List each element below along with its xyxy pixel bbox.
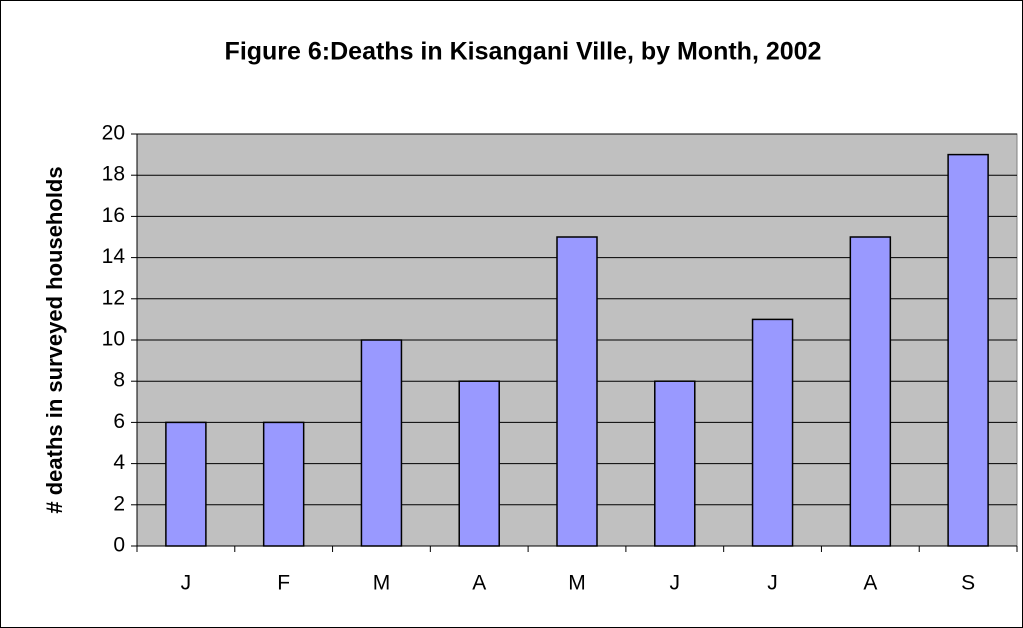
y-tick-label: 20 xyxy=(102,122,125,145)
x-tick-label: J xyxy=(767,572,778,595)
y-tick-label: 18 xyxy=(102,163,125,186)
y-tick-label: 14 xyxy=(102,245,126,268)
y-tick-label: 4 xyxy=(113,451,125,474)
x-tick-label: A xyxy=(863,572,877,595)
y-tick-label: 12 xyxy=(102,286,125,309)
y-tick-label: 8 xyxy=(113,369,125,392)
y-tick-label: 16 xyxy=(102,204,125,227)
x-tick-label: S xyxy=(961,572,975,595)
bar xyxy=(165,421,207,547)
y-tick-label: 6 xyxy=(113,410,125,433)
x-tick-label: M xyxy=(373,572,391,595)
y-axis-label: # deaths in surveyed households xyxy=(42,166,67,513)
bar xyxy=(360,339,403,547)
bar xyxy=(751,318,794,547)
x-tick-label: M xyxy=(568,572,586,595)
x-tick-label: F xyxy=(277,572,290,595)
chart-title: Figure 6:Deaths in Kisangani Ville, by M… xyxy=(225,38,822,66)
y-tick-label: 10 xyxy=(102,328,125,351)
y-tick-label: 0 xyxy=(113,534,125,557)
bar xyxy=(458,380,500,547)
x-tick-label: A xyxy=(472,572,486,595)
bar xyxy=(654,380,696,547)
y-tick-label: 2 xyxy=(113,492,125,515)
bar xyxy=(947,153,989,547)
bar xyxy=(849,236,892,547)
x-tick-label: J xyxy=(181,572,192,595)
x-tick-label: J xyxy=(670,572,681,595)
bar xyxy=(556,236,598,547)
bar xyxy=(262,421,305,547)
